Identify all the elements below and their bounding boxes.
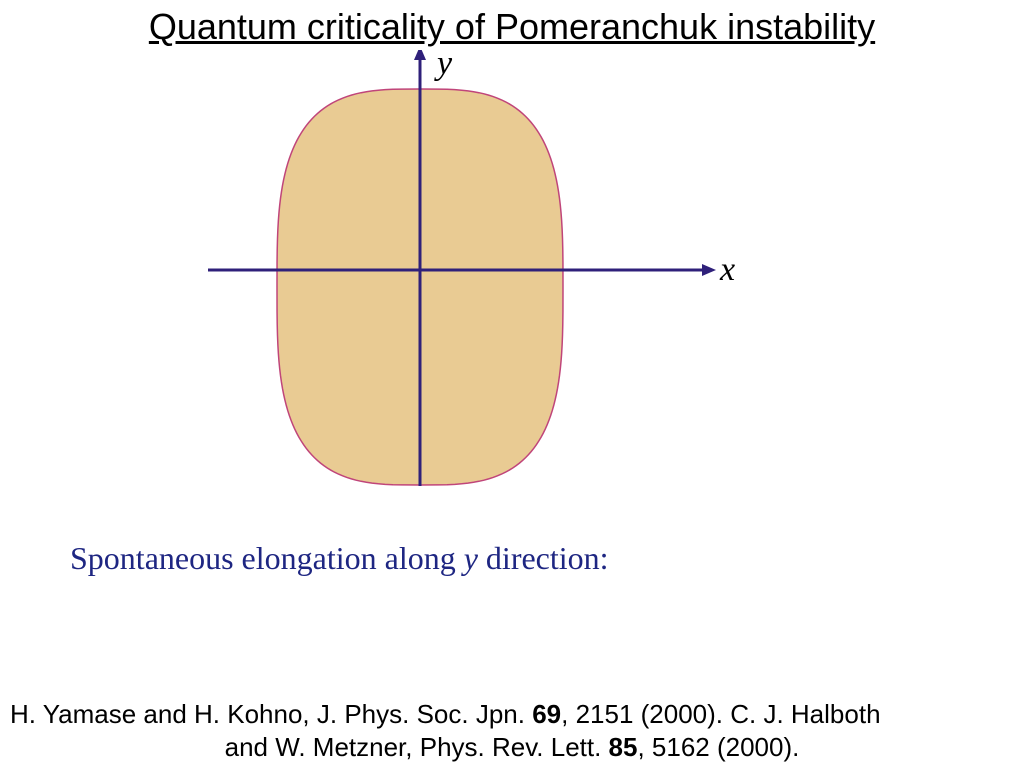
- ref1-b: , 2151 (2000). C. J. Halboth: [561, 699, 880, 729]
- caption-suffix: direction:: [478, 540, 609, 576]
- x-axis-arrow: [702, 264, 716, 276]
- caption-var: y: [464, 540, 478, 576]
- fermi-surface-diagram: xy: [190, 50, 830, 515]
- y-axis-arrow: [414, 50, 426, 60]
- caption-prefix: Spontaneous elongation along: [70, 540, 464, 576]
- ref2-vol: 85: [609, 732, 638, 762]
- x-axis-label: x: [719, 251, 735, 288]
- y-axis-label: y: [434, 50, 453, 82]
- references: H. Yamase and H. Kohno, J. Phys. Soc. Jp…: [0, 698, 1024, 763]
- ref2-b: , 5162 (2000).: [637, 732, 799, 762]
- ref1-vol: 69: [532, 699, 561, 729]
- ref2-a: and W. Metzner, Phys. Rev. Lett.: [225, 732, 609, 762]
- page-title: Quantum criticality of Pomeranchuk insta…: [0, 6, 1024, 48]
- caption: Spontaneous elongation along y direction…: [70, 540, 609, 577]
- ref1-a: H. Yamase and H. Kohno, J. Phys. Soc. Jp…: [10, 699, 532, 729]
